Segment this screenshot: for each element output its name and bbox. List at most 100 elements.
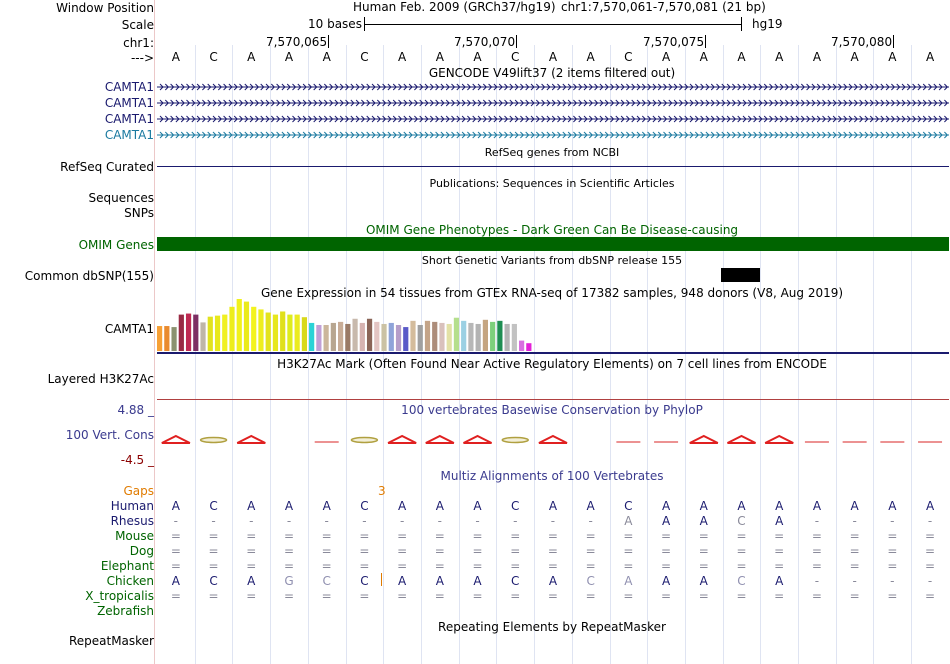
strand-arrow (424, 83, 429, 91)
refseq-track-title[interactable]: RefSeq genes from NCBI (484, 146, 620, 159)
alignment-base: C (624, 499, 633, 513)
strand-arrow (435, 115, 440, 123)
strand-arrow (737, 131, 742, 139)
species-label[interactable]: X_tropicalis (85, 589, 154, 603)
strand-arrow (562, 83, 567, 91)
strand-arrow (864, 131, 869, 139)
strand-arrow (716, 115, 721, 123)
species-label[interactable]: Mouse (115, 529, 154, 543)
h3k27ac-track-label[interactable]: Layered H3K27Ac (47, 372, 154, 386)
gtex-track-label[interactable]: CAMTA1 (104, 322, 154, 336)
ruler-tick-mark (328, 35, 329, 48)
strand-arrow (673, 83, 678, 91)
publications-track-title[interactable]: Publications: Sequences in Scientific Ar… (429, 177, 675, 190)
strand-arrow (694, 83, 700, 91)
repeatmasker-track-title[interactable]: Repeating Elements by RepeatMasker (438, 620, 666, 634)
species-label[interactable]: Human (110, 499, 154, 513)
grid-line (195, 45, 196, 664)
strand-arrow (684, 115, 689, 123)
multiz-track-title[interactable]: Multiz Alignments of 100 Vertebrates (440, 469, 664, 483)
repeatmasker-track-label[interactable]: RepeatMasker (68, 634, 154, 648)
alignment-base: = (321, 544, 332, 558)
dbsnp-track-title[interactable]: Short Genetic Variants from dbSNP releas… (421, 254, 683, 267)
species-label[interactable]: Rhesus (110, 514, 154, 528)
strand-arrow (382, 99, 387, 107)
strand-arrow (822, 131, 827, 139)
h3k27ac-track-title[interactable]: H3K27Ac Mark (Often Found Near Active Re… (277, 357, 827, 371)
strand-arrow (610, 99, 615, 107)
strand-arrow (361, 131, 366, 139)
alignment-base: = (472, 544, 483, 558)
sequences-track-label[interactable]: Sequences (88, 191, 154, 205)
strand-arrow (419, 115, 424, 123)
alignment-base: A (775, 499, 784, 513)
strand-arrow (912, 83, 917, 91)
assembly-title[interactable]: Human Feb. 2009 (GRCh37/hg19) (353, 0, 556, 14)
strand-arrow (186, 83, 191, 91)
strand-arrow (869, 131, 874, 139)
omim-track-title[interactable]: OMIM Gene Phenotypes - Dark Green Can Be… (365, 223, 739, 237)
gencode-track-title[interactable]: GENCODE V49lift37 (2 items filtered out) (428, 66, 676, 80)
gtex-track-title[interactable]: Gene Expression in 54 tissues from GTEx … (260, 286, 844, 300)
species-label[interactable]: Dog (129, 544, 154, 558)
gtex-gene-line[interactable] (157, 352, 949, 354)
strand-arrow (509, 83, 514, 91)
conservation-track-label[interactable]: 100 Vert. Cons (65, 428, 154, 442)
alignment-base: C (586, 574, 595, 588)
alignment-base: = (434, 559, 445, 573)
alignment-base: C (360, 499, 369, 513)
gtex-tissue-bar (338, 321, 344, 351)
strand-arrow (164, 83, 170, 91)
gencode-transcript-label[interactable]: CAMTA1 (104, 112, 154, 126)
species-label[interactable]: Chicken (106, 574, 154, 588)
strand-arrow (906, 115, 912, 123)
alignment-base: = (170, 589, 181, 603)
strand-arrow (244, 131, 249, 139)
strand-arrow (891, 131, 896, 139)
strand-arrow (207, 83, 212, 91)
strand-arrow (345, 99, 350, 107)
species-label[interactable]: Elephant (100, 559, 154, 573)
position-text[interactable]: chr1:7,570,061-7,570,081 (21 bp) (561, 0, 766, 14)
strand-arrow (785, 131, 790, 139)
strand-arrow (424, 115, 429, 123)
strand-arrow (679, 83, 684, 91)
refseq-line[interactable] (157, 166, 949, 167)
refseq-track-label[interactable]: RefSeq Curated (60, 160, 154, 174)
ruler-tick-label: 7,570,070 (454, 35, 516, 49)
strand-arrow (896, 83, 901, 91)
snps-track-label[interactable]: SNPs (124, 206, 154, 220)
h3k27ac-signal-line[interactable] (157, 399, 949, 400)
strand-arrow (816, 131, 821, 139)
gencode-transcript-label[interactable]: CAMTA1 (104, 80, 154, 94)
strand-arrow (679, 115, 684, 123)
strand-arrow (159, 83, 164, 91)
strand-arrow (482, 99, 488, 107)
strand-arrow (631, 115, 636, 123)
dbsnp-variant-item[interactable] (721, 268, 760, 282)
strand-arrow (414, 115, 419, 123)
strand-arrow (779, 83, 784, 91)
gencode-transcript-label[interactable]: CAMTA1 (104, 128, 154, 142)
strand-arrow (286, 99, 291, 107)
gtex-tissue-bar (301, 317, 307, 351)
omim-gene-bar[interactable] (157, 237, 949, 251)
alignment-base: = (849, 589, 860, 603)
omim-track-label[interactable]: OMIM Genes (78, 238, 154, 252)
conservation-logo-letter (764, 434, 794, 444)
strand-arrow (917, 131, 922, 139)
species-label[interactable]: Zebrafish (97, 604, 154, 618)
alignment-base: = (849, 559, 860, 573)
strand-arrow (255, 83, 260, 91)
strand-arrow (482, 131, 488, 139)
strand-arrow (721, 131, 726, 139)
gencode-transcript-label[interactable]: CAMTA1 (104, 96, 154, 110)
dbsnp-track-label[interactable]: Common dbSNP(155) (24, 269, 154, 283)
conservation-track-title[interactable]: 100 vertebrates Basewise Conservation by… (401, 403, 703, 417)
strand-arrow (864, 115, 869, 123)
strand-arrow (594, 99, 599, 107)
alignment-base: = (208, 544, 219, 558)
